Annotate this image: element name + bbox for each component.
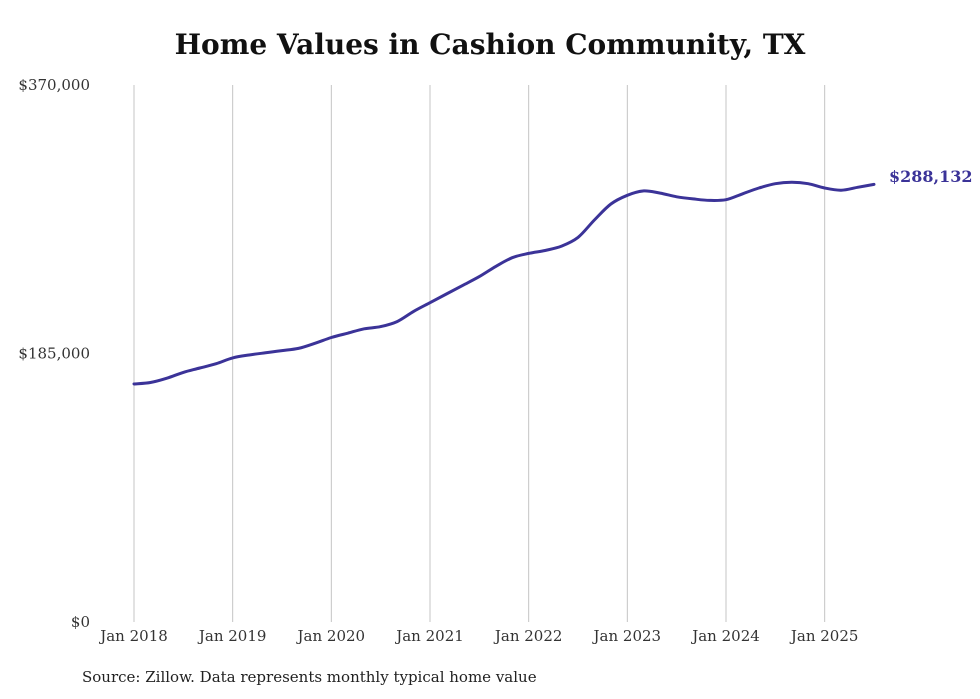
x-tick-label: Jan 2019 [197, 627, 267, 645]
home-value-line [132, 180, 876, 386]
end-value-label: $288,132 [889, 167, 973, 186]
y-tick-label: $185,000 [18, 345, 90, 363]
x-tick-label: Jan 2023 [592, 627, 662, 645]
x-tick-label: Jan 2018 [98, 627, 168, 645]
y-tick-label: $370,000 [18, 76, 90, 94]
x-tick-label: Jan 2022 [493, 627, 563, 645]
y-tick-label: $0 [71, 613, 90, 631]
gridlines [133, 85, 826, 622]
source-note: Source: Zillow. Data represents monthly … [82, 668, 537, 686]
chart-title: Home Values in Cashion Community, TX [174, 28, 806, 61]
x-tick-label: Jan 2021 [394, 627, 464, 645]
x-tick-label: Jan 2025 [789, 627, 859, 645]
x-tick-label: Jan 2020 [296, 627, 366, 645]
x-axis-ticks: Jan 2018 Jan 2019 Jan 2020 Jan 2021 Jan 2022… [98, 627, 858, 645]
series-lines [132, 180, 876, 386]
y-axis-ticks: $0 $185,000 $370,000 [18, 76, 90, 631]
x-tick-label: Jan 2024 [690, 627, 760, 645]
